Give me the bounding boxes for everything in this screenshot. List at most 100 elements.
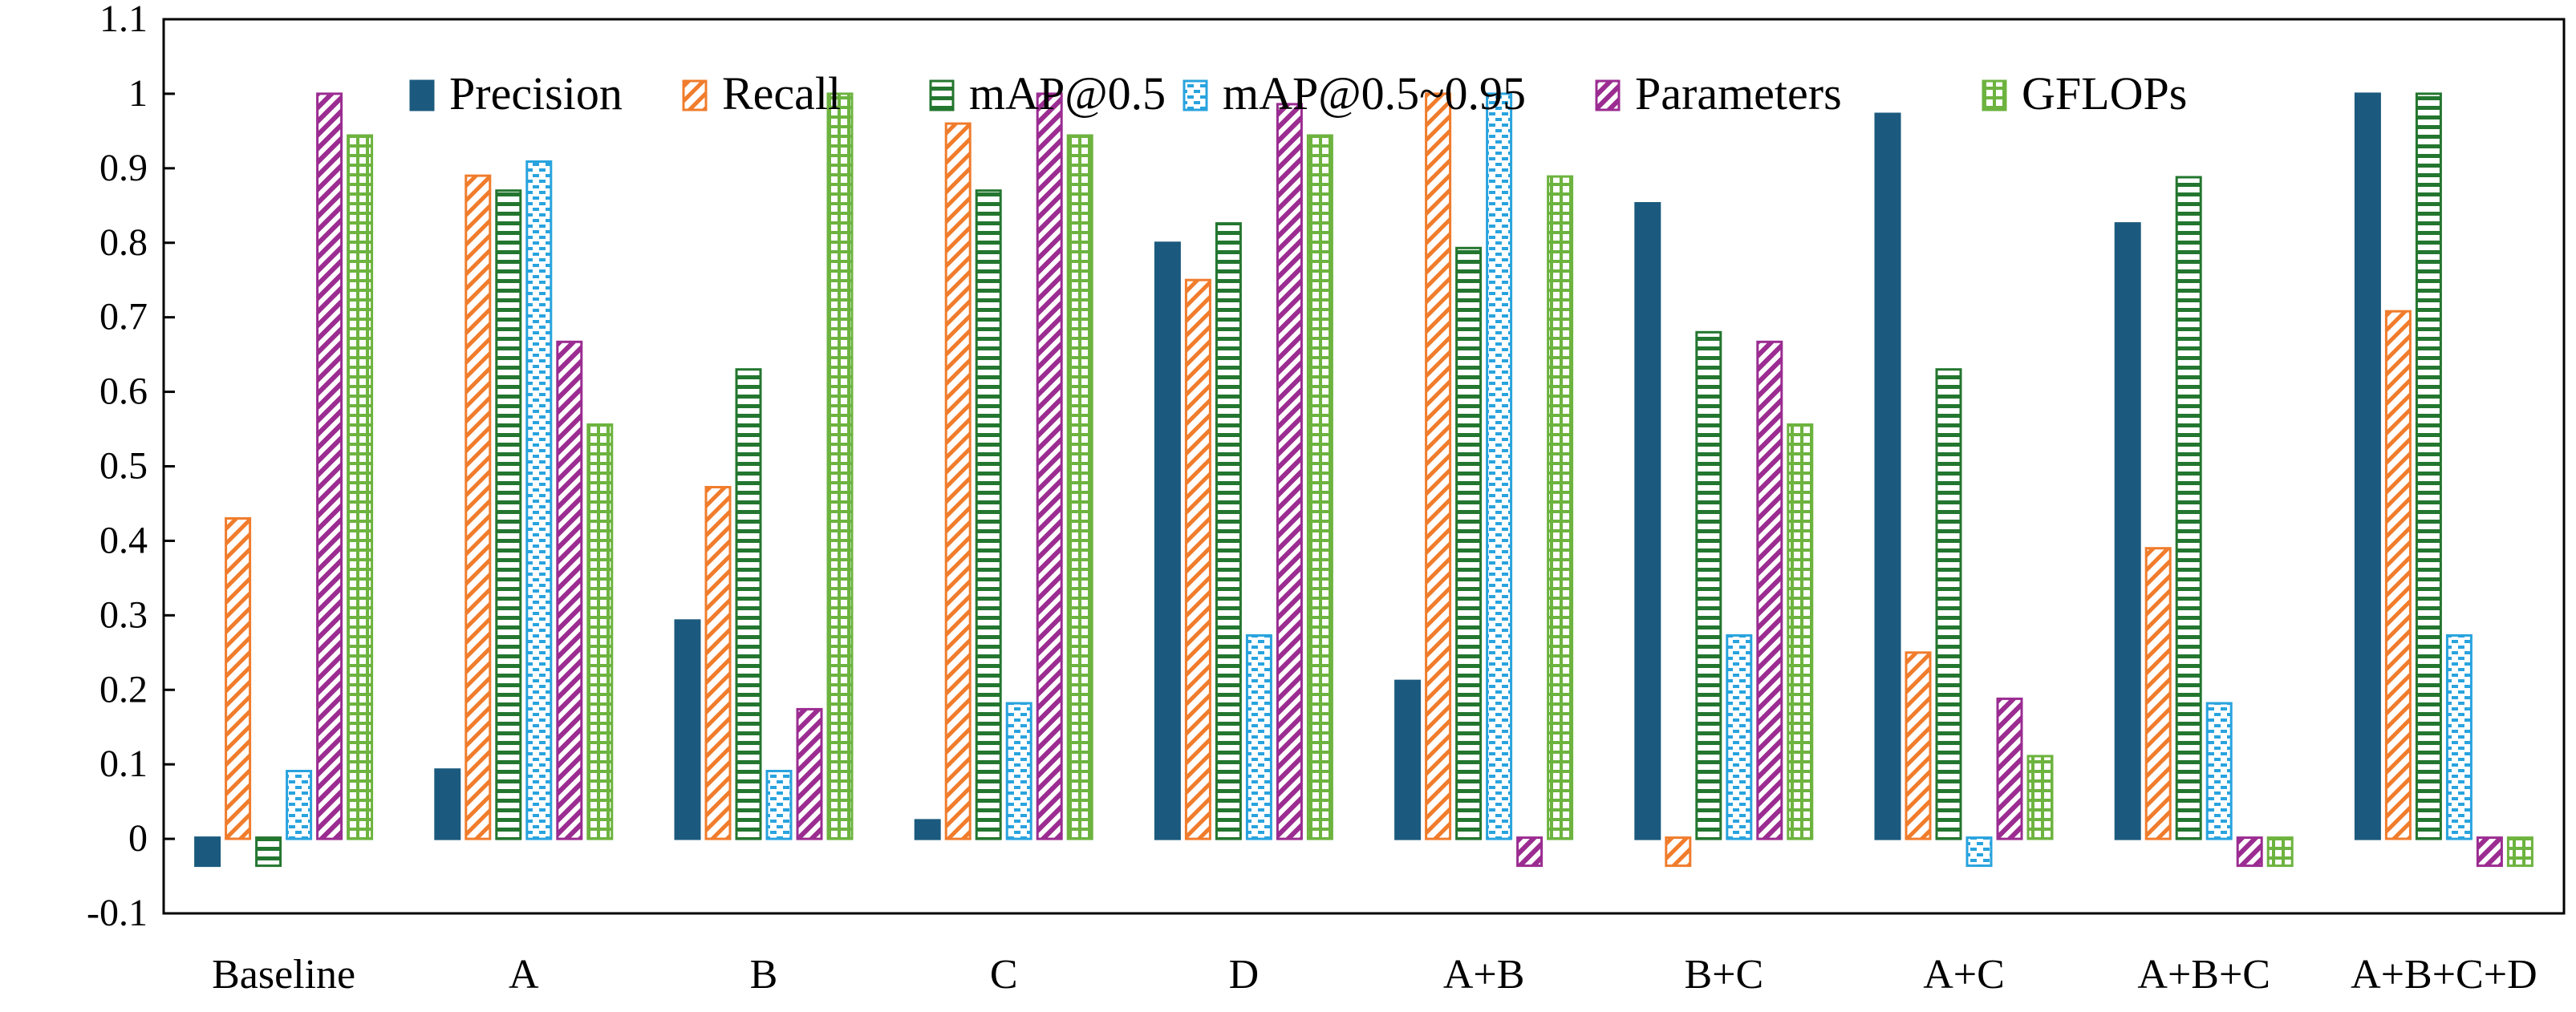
x-tick-label: A+B [1443,952,1525,998]
bar-map-0-5-0-95-aplusbplusc [2205,702,2233,840]
bar-precision-aplusbplusc [2114,222,2141,840]
bar-gflops-baseline [347,134,374,840]
bar-recall-aplusb [1425,92,1452,840]
bar-precision-c [914,819,941,840]
legend-swatch [929,79,955,111]
x-tick-label: Baseline [212,952,355,998]
legend-swatch [1595,79,1621,111]
bar-recall-bplusc [1665,836,1692,868]
x-tick-label: D [1229,952,1260,998]
bar-gflops-c [1066,134,1093,840]
x-tick-label: C [990,952,1018,998]
legend-label: GFLOPs [2022,67,2187,119]
bar-precision-baseline [194,836,221,868]
x-tick-label: B [750,952,778,998]
bar-map-0-5-a [495,189,522,840]
bar-parameters-c [1036,92,1063,840]
bar-recall-aplusc [1905,651,1932,840]
y-tick-label: 0 [128,817,148,860]
legend-item-map-0-5: mAP@0.5 [929,67,1166,119]
bar-map-0-5-0-95-c [1005,702,1032,840]
bar-gflops-aplusbplusc [2266,836,2294,868]
x-tick-label: A+B+C+D [2351,952,2537,998]
legend-swatch [409,79,435,111]
x-tick-label: A+C [1923,952,2005,998]
bar-map-0-5-bplusc [1695,330,1722,840]
legend-label: Recall [722,67,841,119]
y-tick-label: 0.1 [99,743,148,785]
x-tick-label: A [509,952,539,998]
bar-gflops-aplusb [1547,175,1574,840]
bar-precision-bplusc [1634,202,1661,840]
y-tick-label: 1 [128,72,148,115]
bar-precision-aplusb [1394,679,1422,840]
plot-frame [162,18,2566,915]
bar-gflops-aplusc [2026,755,2054,840]
bar-parameters-a [556,340,583,840]
bar-map-0-5-c [975,189,1002,840]
bar-precision-aplusc [1874,112,1901,840]
bar-parameters-aplusbpluscplusd [2476,836,2503,868]
legend-item-map-0-5-0-95: mAP@0.5~0.95 [1183,67,1526,119]
legend-label: mAP@0.5~0.95 [1223,67,1526,119]
bar-parameters-aplusbplusc [2236,836,2263,868]
bar-precision-aplusbpluscplusd [2354,92,2381,840]
bar-parameters-baseline [316,92,343,840]
bar-parameters-aplusb [1516,836,1544,868]
y-tick-label: 1.1 [99,0,148,40]
bar-map-0-5-0-95-a [525,160,553,840]
y-tick-label: 0.7 [99,296,148,338]
x-tick-label: B+C [1684,952,1763,998]
legend-item-gflops: GFLOPs [1982,67,2187,119]
legend-item-precision: Precision [409,67,623,119]
y-tick-label: 0.4 [99,519,148,561]
legend-swatch [682,79,708,111]
bar-map-0-5-aplusb [1455,246,1483,840]
legend-label: mAP@0.5 [969,67,1166,119]
bar-map-0-5-baseline [255,836,282,868]
x-tick-label: A+B+C [2137,952,2270,998]
legend-label: Parameters [1635,67,1842,119]
bar-gflops-a [586,423,614,840]
bar-map-0-5-b [735,368,762,840]
y-tick-label: 0.5 [99,445,148,488]
bar-map-0-5-aplusbplusc [2175,176,2202,840]
bar-map-0-5-0-95-baseline [286,770,313,840]
y-tick-label: 0.9 [99,147,148,189]
bar-map-0-5-aplusc [1935,368,1962,840]
bar-recall-a [464,174,492,840]
bar-parameters-aplusc [1996,697,2023,840]
y-tick-label: 0.8 [99,221,148,264]
bar-gflops-aplusbpluscplusd [2506,836,2533,868]
bar-precision-b [674,619,701,840]
bar-map-0-5-aplusbpluscplusd [2415,92,2442,840]
bar-gflops-bplusc [1787,423,1814,840]
bar-precision-d [1154,241,1181,840]
legend-item-recall: Recall [682,67,841,119]
bar-map-0-5-0-95-bplusc [1726,634,1753,840]
bar-gflops-d [1306,134,1333,840]
y-tick-label: 0.6 [99,370,148,413]
legend-label: Precision [449,67,623,119]
bar-map-0-5-0-95-b [765,770,793,840]
bar-parameters-d [1276,103,1303,840]
bar-recall-aplusbpluscplusd [2384,310,2412,840]
bar-map-0-5-0-95-aplusc [1965,836,1993,868]
bar-map-0-5-d [1215,222,1242,840]
y-tick-label: -0.1 [87,892,148,934]
bar-precision-a [434,768,461,840]
bar-recall-baseline [225,517,252,840]
bar-recall-d [1184,278,1211,840]
bar-map-0-5-0-95-aplusbpluscplusd [2445,634,2473,840]
bar-recall-c [944,122,972,840]
bar-map-0-5-0-95-d [1245,634,1272,840]
bar-parameters-bplusc [1756,340,1783,840]
legend-swatch [1183,79,1208,111]
bar-recall-b [704,486,732,840]
y-tick-label: 0.3 [99,593,148,636]
bar-recall-aplusbplusc [2144,547,2172,840]
y-tick-label: 0.2 [99,668,148,710]
bar-parameters-b [796,707,823,840]
